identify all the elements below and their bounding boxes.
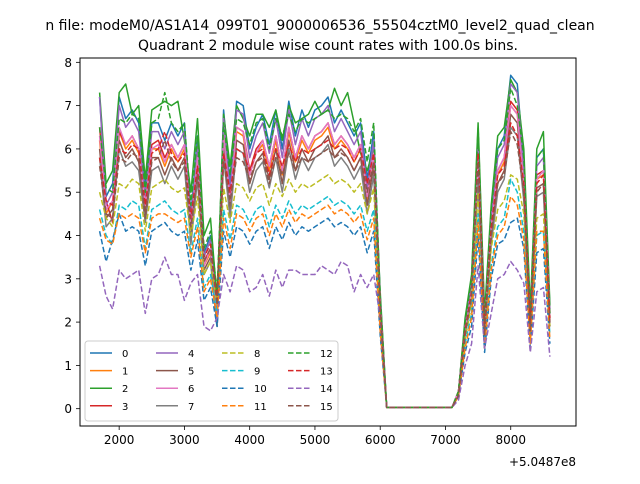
x-tick-label: 4000 [234, 433, 265, 447]
x-tick-label: 3000 [169, 433, 200, 447]
x-tick-label: 7000 [430, 433, 461, 447]
x-tick-label: 8000 [495, 433, 526, 447]
figure-suptitle: n file: modeM0/AS1A14_099T01_9000006536_… [45, 18, 594, 34]
y-tick-label: 1 [64, 359, 72, 373]
series-line-15 [98, 130, 551, 409]
legend-label-11: 11 [254, 402, 267, 413]
x-tick-label: 2000 [104, 433, 135, 447]
x-axis-offset-label: +5.0487e8 [509, 455, 576, 469]
y-tick-label: 7 [64, 99, 72, 113]
chart-title: Quadrant 2 module wise count rates with … [138, 38, 518, 54]
y-tick-label: 6 [64, 142, 72, 156]
y-tick-label: 4 [64, 229, 72, 243]
series-line-6 [98, 104, 551, 409]
y-tick-label: 5 [64, 186, 72, 200]
legend-box [84, 340, 339, 422]
legend-label-2: 2 [122, 384, 128, 395]
axes-frame [79, 57, 577, 427]
legend-label-7: 7 [188, 402, 194, 413]
legend-label-9: 9 [254, 367, 260, 378]
series-line-11 [98, 195, 551, 409]
x-axis-ticks: 2000 3000 4000 5000 6000 7000 8000 [104, 426, 526, 447]
series-line-14 [98, 256, 551, 409]
legend-label-10: 10 [254, 384, 267, 395]
legend-label-13: 13 [320, 367, 333, 378]
legend-label-0: 0 [122, 349, 128, 360]
series-line-8 [98, 174, 551, 409]
legend-label-15: 15 [320, 402, 333, 413]
legend-label-14: 14 [320, 384, 333, 395]
x-tick-label: 5000 [300, 433, 331, 447]
y-tick-label: 0 [64, 402, 72, 416]
y-axis-ticks: 0 1 2 3 4 5 6 7 8 [64, 56, 80, 416]
y-tick-label: 3 [64, 272, 72, 286]
y-tick-label: 2 [64, 316, 72, 330]
legend-label-8: 8 [254, 349, 260, 360]
legend-label-4: 4 [188, 349, 194, 360]
legend-label-1: 1 [122, 367, 128, 378]
series-line-12 [98, 87, 551, 409]
plot-lines [98, 74, 551, 409]
legend-label-6: 6 [188, 384, 194, 395]
legend-label-5: 5 [188, 367, 194, 378]
y-tick-label: 8 [64, 56, 72, 70]
legend-label-3: 3 [122, 402, 128, 413]
series-line-2 [98, 78, 551, 409]
legend-label-12: 12 [320, 349, 333, 360]
x-tick-label: 6000 [365, 433, 396, 447]
